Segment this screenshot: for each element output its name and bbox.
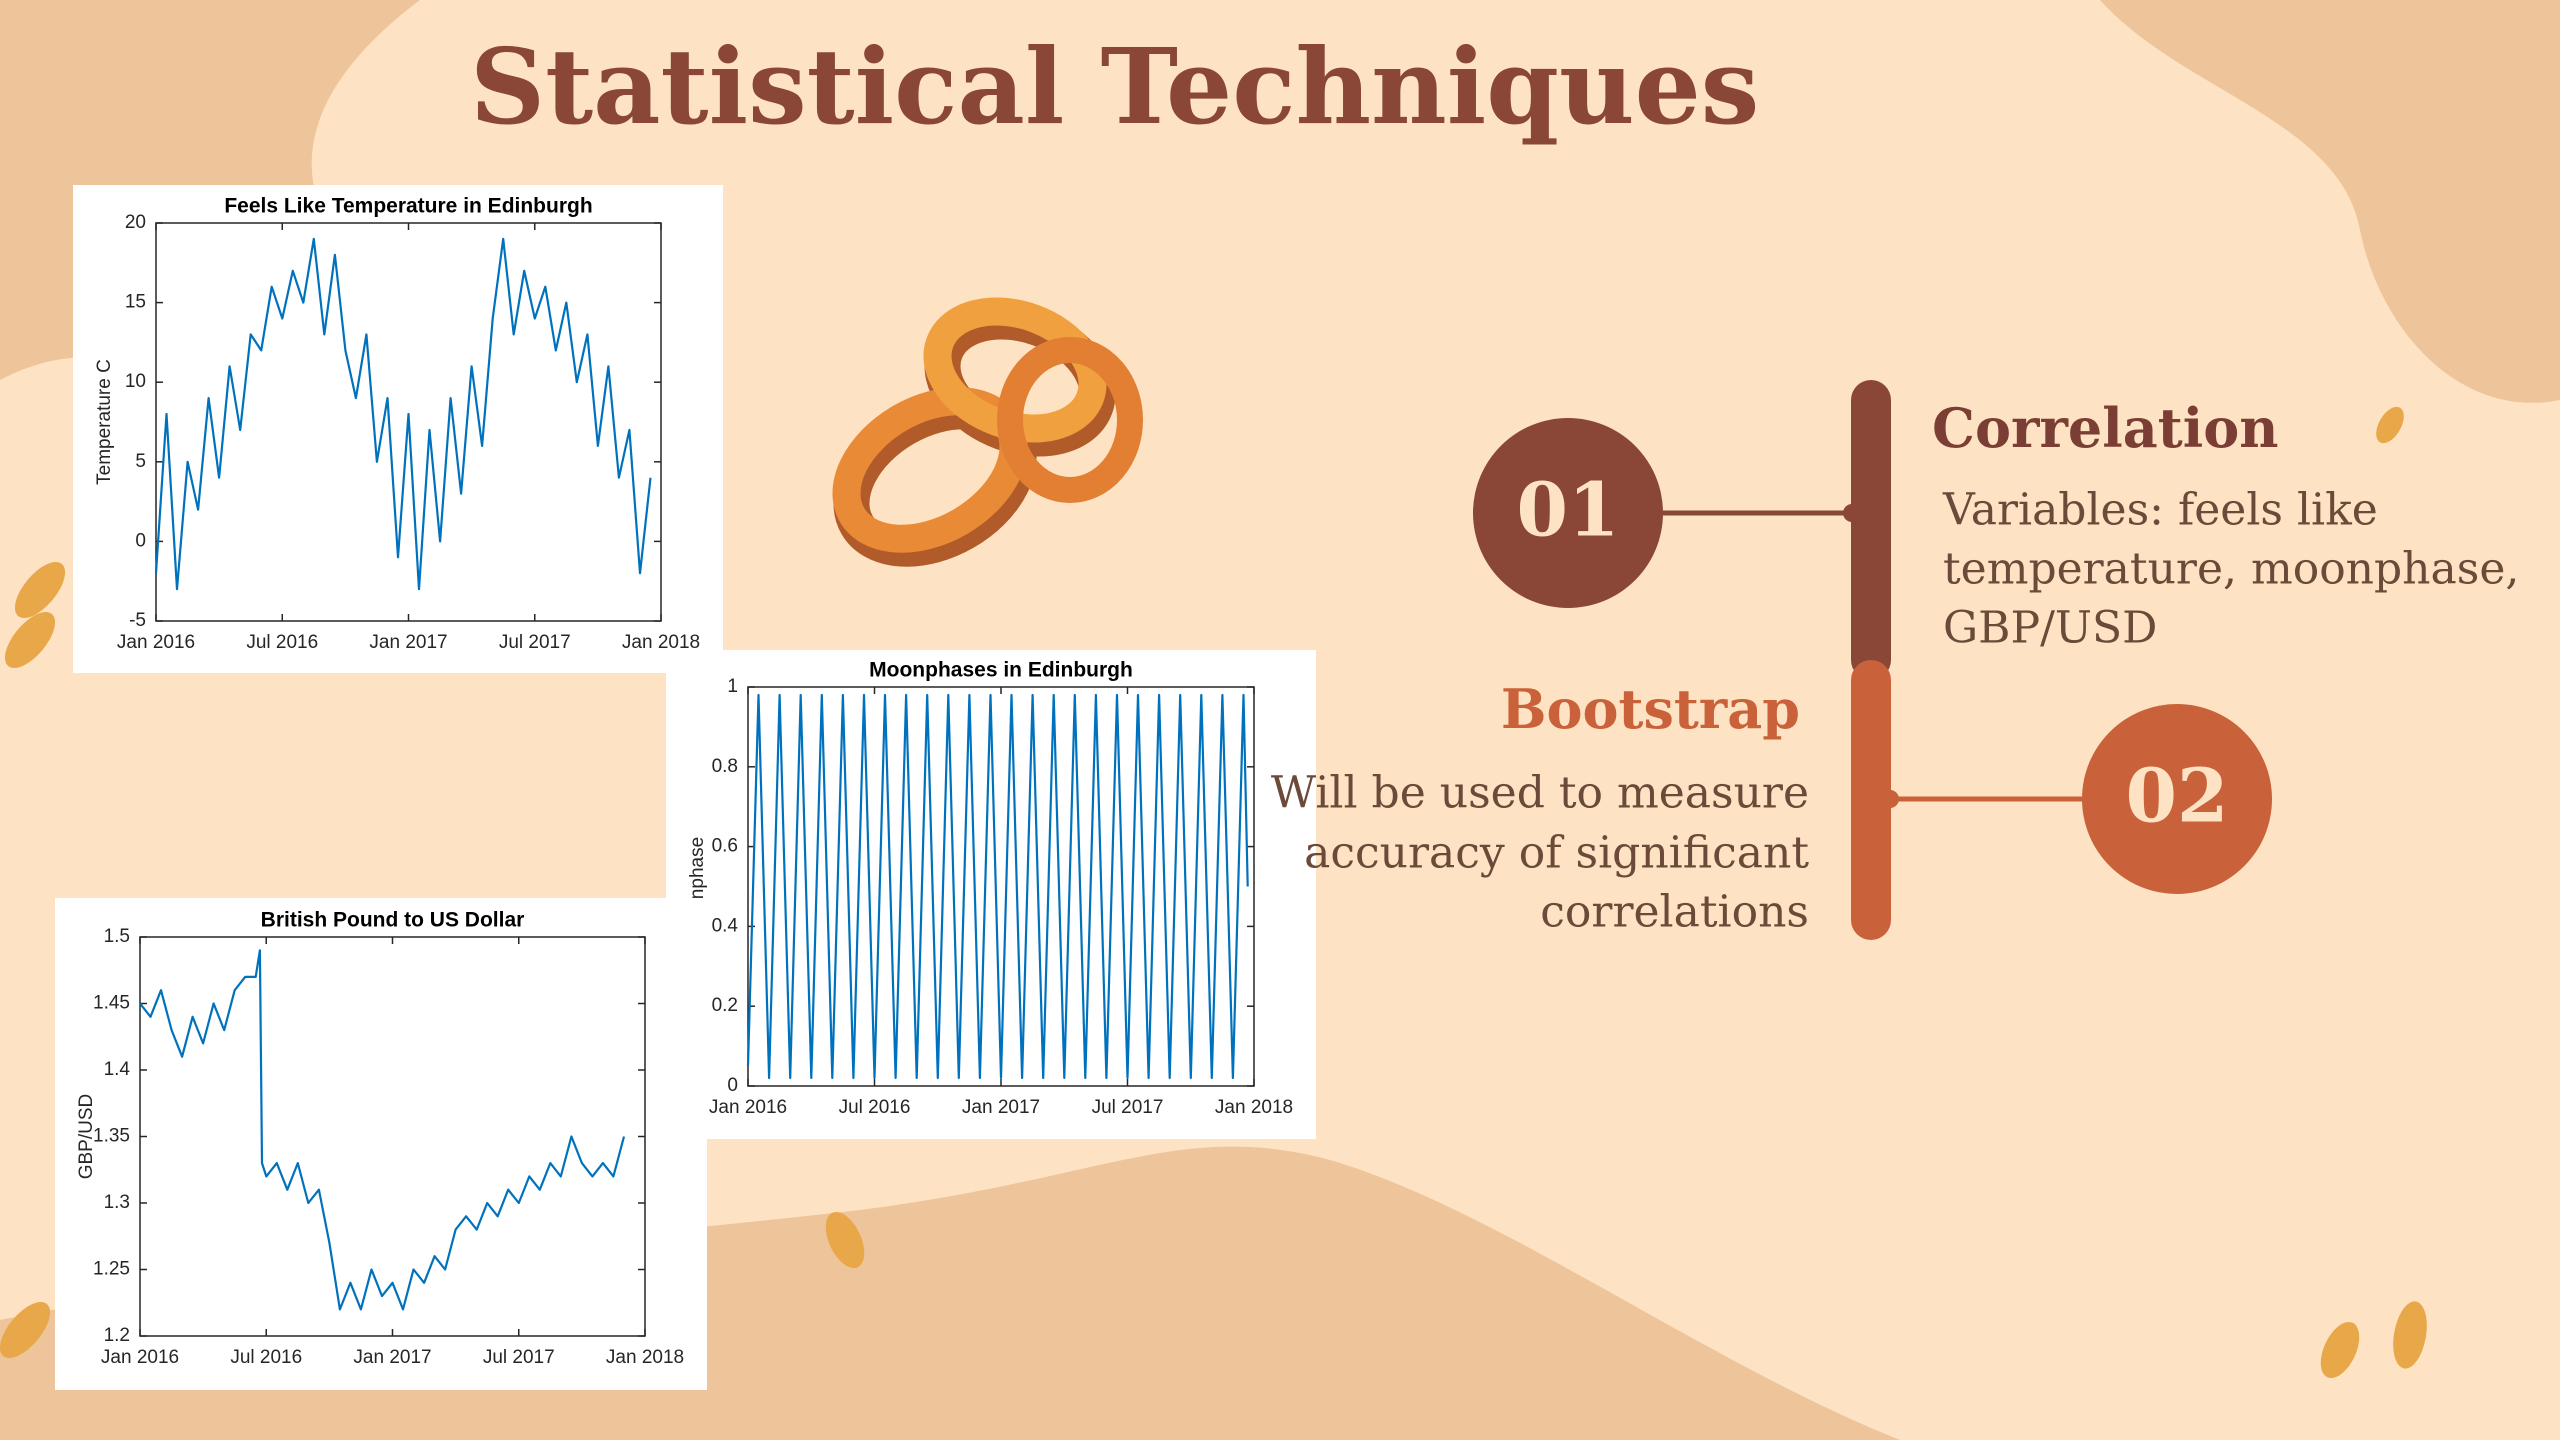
timeline: 01 02 Correlation Variables: feels like … <box>1271 380 2519 940</box>
y-tick-label: 1.2 <box>104 1325 130 1346</box>
x-tick-label: Jul 2017 <box>499 632 571 653</box>
x-tick-label: Jan 2017 <box>369 632 447 653</box>
step-circle <box>2082 704 2272 894</box>
data-line <box>139 949 626 1311</box>
dot <box>1881 790 1899 808</box>
y-tick-label: 10 <box>125 371 146 392</box>
pretzel <box>832 297 1143 567</box>
step-number: 02 <box>2126 754 2229 840</box>
step-heading: Bootstrap <box>1501 677 1800 741</box>
x-tick-label: Jul 2016 <box>246 632 318 653</box>
y-tick-label: 20 <box>125 212 146 233</box>
y-tick-label: 1.25 <box>93 1259 130 1280</box>
x-tick-label: Jul 2016 <box>839 1097 911 1118</box>
y-tick-label: 0.2 <box>712 995 738 1016</box>
y-tick-label: 1.35 <box>93 1126 130 1147</box>
x-tick-label: Jan 2016 <box>117 632 195 653</box>
y-axis-label: Temperature C <box>94 359 115 485</box>
y-tick-label: 1.4 <box>104 1059 131 1080</box>
chart-background <box>73 185 723 673</box>
step-circle <box>1473 418 1663 608</box>
step-text: Will be used to measure <box>1271 768 1809 819</box>
x-tick-label: Jan 2018 <box>606 1347 684 1368</box>
y-tick-label: 0.8 <box>712 756 738 777</box>
step-number: 01 <box>1517 468 1620 554</box>
y-tick-label: -5 <box>129 610 146 631</box>
wheat <box>0 406 2427 1379</box>
chart-title: Moonphases in Edinburgh <box>869 659 1133 682</box>
y-tick-label: 15 <box>125 292 146 313</box>
data-line <box>154 237 652 591</box>
x-tick-label: Jan 2018 <box>1215 1097 1293 1118</box>
step-heading: Correlation <box>1932 396 2279 460</box>
y-tick-label: 0 <box>135 530 146 551</box>
x-tick-label: Jul 2017 <box>1092 1097 1164 1118</box>
y-tick-label: 0 <box>727 1075 738 1096</box>
x-tick-label: Jul 2016 <box>230 1347 302 1368</box>
step-text: temperature, moonphase, <box>1943 544 2519 595</box>
y-axis-label: GBP/USD <box>76 1094 97 1180</box>
chart-background <box>55 898 707 1390</box>
y-tick-label: 0.6 <box>712 836 738 857</box>
chart: British Pound to US Dollar GBP/USD 1.2 1.25… <box>55 898 707 1390</box>
x-tick-label: Jan 2016 <box>101 1347 179 1368</box>
dot <box>1843 504 1861 522</box>
x-tick-label: Jan 2018 <box>622 632 700 653</box>
y-tick-label: 0.4 <box>712 915 739 936</box>
step-text: Variables: feels like <box>1942 485 2378 536</box>
y-tick-label: 1.45 <box>93 993 130 1014</box>
chart-title: British Pound to US Dollar <box>261 909 525 932</box>
y-tick-label: 1.5 <box>104 926 130 947</box>
chart: Moonphases in EdinburghMoonphase00.20.40… <box>666 650 1316 1139</box>
slide-title: Statistical Techniques <box>470 25 1759 148</box>
step-text: GBP/USD <box>1943 603 2157 654</box>
x-tick-label: Jul 2017 <box>483 1347 555 1368</box>
x-tick-label: Jan 2017 <box>962 1097 1040 1118</box>
x-tick-label: Jan 2017 <box>353 1347 431 1368</box>
step-text: correlations <box>1540 887 1809 938</box>
blob <box>2100 0 2560 403</box>
chart-title: Feels Like Temperature in Edinburgh <box>224 195 592 218</box>
y-tick-label: 1.3 <box>104 1192 130 1213</box>
y-tick-label: 1 <box>727 676 738 697</box>
chart: Feels Like Temperature in Edinburgh Tempe… <box>73 185 723 673</box>
charts: Feels Like Temperature in Edinburgh Tempe… <box>55 185 1316 1390</box>
step-text: accuracy of significant <box>1304 828 1809 879</box>
x-tick-label: Jan 2016 <box>709 1097 787 1118</box>
y-tick-label: 5 <box>135 451 146 472</box>
data-line <box>746 693 1249 1080</box>
